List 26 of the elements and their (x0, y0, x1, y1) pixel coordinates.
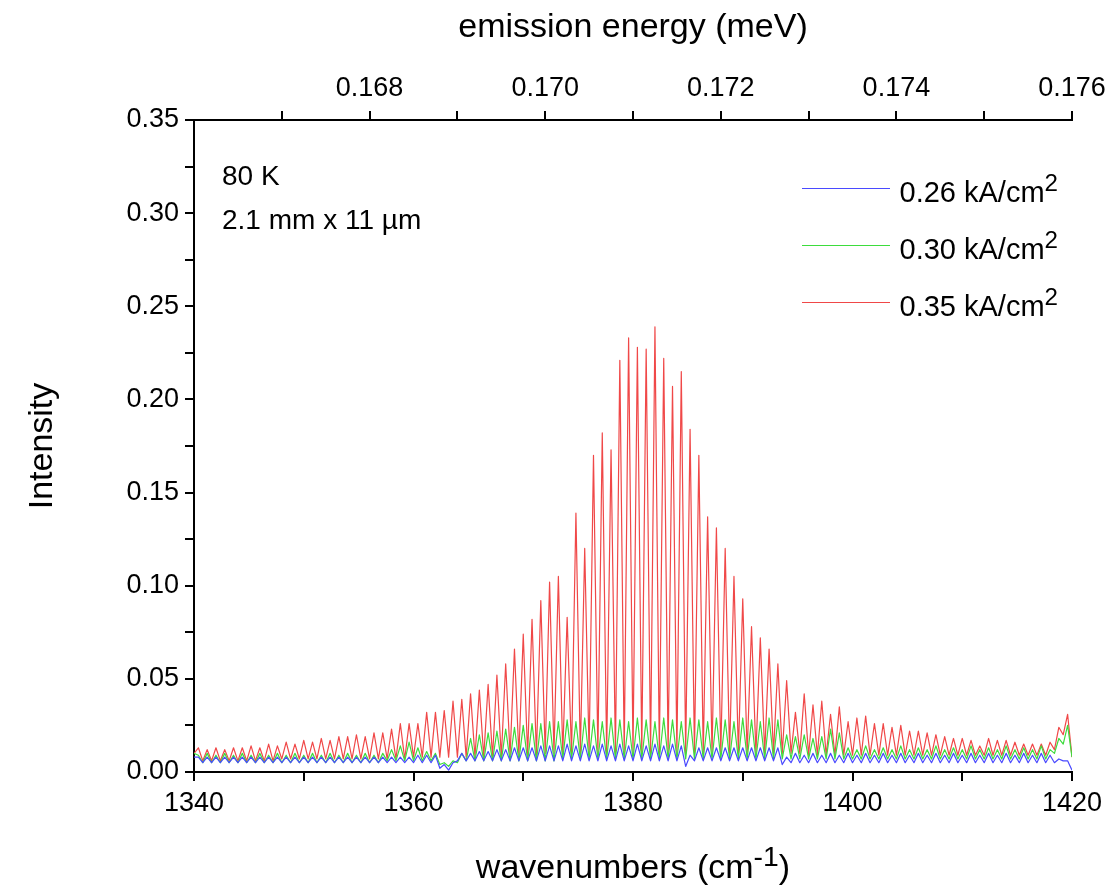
annotation: 2.1 mm x 11 µm (222, 204, 422, 235)
y-tick-label: 0.00 (126, 755, 179, 786)
legend-label: 0.30 kA/cm$^{2}$ (899, 225, 1058, 265)
x2-tick-label: 0.174 (862, 72, 931, 103)
x-tick-label: 1340 (163, 786, 225, 817)
legend-label: 0.26 kA/cm$^{2}$ (899, 168, 1058, 208)
y-tick-label: 0.15 (126, 476, 179, 507)
x2-axis-title: emission energy (meV) (458, 6, 808, 44)
y-tick-label: 0.35 (126, 103, 179, 134)
legend-label: 0.35 kA/cm$^{2}$ (899, 282, 1058, 322)
annotation: 80 K (222, 160, 280, 191)
x-tick-label: 1360 (383, 786, 444, 817)
y-tick-label: 0.10 (126, 569, 179, 600)
x2-tick-label: 0.168 (335, 72, 404, 103)
y-tick-label: 0.05 (126, 662, 179, 693)
x-tick-label: 1380 (602, 786, 664, 817)
x-tick-label: 1420 (1041, 786, 1103, 817)
x2-tick-label: 0.172 (687, 72, 755, 103)
x2-tick-label: 0.170 (511, 72, 579, 103)
y-tick-label: 0.30 (126, 196, 179, 227)
y-axis-title: Intensity (21, 382, 59, 510)
y-tick-label: 0.25 (126, 289, 179, 320)
x2-tick-label: 0.176 (1038, 72, 1106, 103)
y-tick-label: 0.20 (126, 382, 179, 413)
x-axis-title: wavenumbers (cm$^{-1}$) (475, 840, 791, 886)
x-tick-label: 1400 (822, 786, 883, 817)
